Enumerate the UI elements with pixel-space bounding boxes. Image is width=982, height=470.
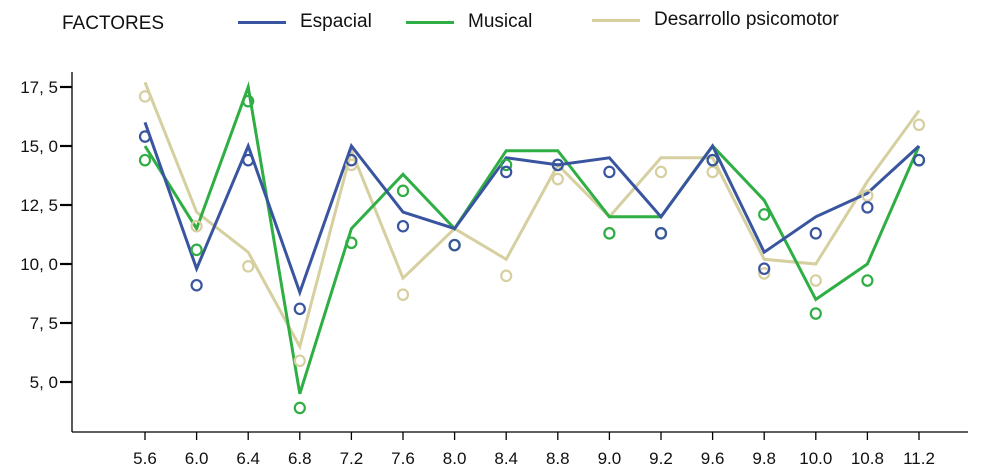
series-marker-1 (500, 165, 513, 179)
legend-item-espacial[interactable]: Espacial (238, 9, 372, 35)
series-marker-1 (603, 165, 616, 179)
series-marker-3 (138, 90, 152, 103)
series-line-1 (143, 121, 921, 297)
series-marker-1 (654, 227, 668, 240)
series-marker-1 (861, 201, 874, 214)
series-marker-2 (138, 153, 152, 167)
series-marker-1 (912, 153, 926, 167)
series-marker-3 (500, 269, 513, 283)
y-tick-label: 10, 0 (20, 255, 58, 274)
series-marker-1 (809, 227, 822, 240)
x-tick-label: 6.4 (236, 449, 260, 468)
legend-title: FACTORES (62, 13, 165, 34)
x-tick-label: 10.8 (851, 449, 884, 468)
series-marker-1 (448, 238, 461, 252)
series-marker-2 (809, 307, 822, 320)
series-line-2 (143, 81, 921, 395)
x-tick-label: 9.0 (598, 449, 622, 468)
series-marker-3 (809, 274, 822, 287)
series-marker-1 (396, 219, 410, 233)
series-marker-1 (551, 158, 564, 172)
x-tick-label: 11.2 (903, 449, 935, 468)
series-marker-3 (190, 219, 203, 233)
y-tick-label: 12, 5 (20, 196, 58, 215)
y-tick-label: 17, 5 (20, 78, 58, 97)
legend-item-musical[interactable]: Musical (406, 9, 532, 35)
x-tick-label: 9.8 (752, 449, 776, 468)
x-tick-label: 7.2 (340, 449, 364, 468)
series-marker-1 (293, 302, 306, 316)
series-marker-3 (345, 158, 358, 172)
x-tick-label: 6.8 (288, 449, 312, 468)
series-marker-2 (293, 401, 306, 415)
series-marker-2 (758, 208, 771, 221)
x-tick-label: 8.8 (546, 449, 570, 468)
x-tick-label: 8.4 (494, 449, 518, 468)
series-marker-3 (293, 354, 306, 368)
y-tick-label: 5, 0 (30, 373, 58, 392)
series-marker-3 (912, 118, 926, 132)
series-marker-2 (345, 236, 358, 250)
legend-label-desarrollo: Desarrollo psicomotor (654, 9, 839, 30)
y-tick-label: 7, 5 (30, 314, 58, 333)
series-marker-1 (190, 278, 203, 292)
series-marker-1 (242, 153, 255, 167)
x-tick-label: 5.6 (133, 449, 157, 468)
x-tick-label: 8.0 (443, 449, 467, 468)
series-marker-3 (654, 165, 668, 179)
legend-label-musical: Musical (468, 11, 533, 32)
series-marker-2 (500, 158, 513, 172)
legend-swatch-espacial (238, 20, 286, 24)
series-marker-2 (190, 243, 203, 257)
x-tick-label: 6.0 (185, 449, 209, 468)
legend-item-desarrollo[interactable]: Desarrollo psicomotor (592, 7, 839, 33)
series-marker-2 (242, 94, 255, 108)
series-marker-3 (396, 288, 410, 301)
series-marker-3 (706, 165, 719, 179)
series-marker-3 (861, 189, 874, 202)
series-marker-2 (396, 184, 410, 198)
series-marker-2 (603, 227, 616, 240)
series-marker-1 (345, 153, 358, 167)
legend-label-espacial: Espacial (300, 11, 372, 32)
series-marker-3 (551, 172, 564, 186)
legend-swatch-musical (406, 20, 454, 24)
x-tick-label: 10.0 (799, 449, 832, 468)
x-tick-label: 9.2 (649, 449, 673, 468)
series-marker-3 (242, 260, 255, 273)
series-line-3 (143, 81, 921, 351)
series-marker-1 (758, 262, 771, 276)
series-marker-3 (758, 267, 771, 280)
series-marker-1 (138, 130, 152, 143)
series-marker-2 (861, 274, 874, 287)
legend-swatch-desarrollo (592, 18, 640, 22)
y-tick-label: 15, 0 (20, 137, 58, 156)
series-marker-1 (706, 153, 719, 167)
x-tick-label: 7.6 (391, 449, 415, 468)
x-tick-label: 9.6 (701, 449, 725, 468)
